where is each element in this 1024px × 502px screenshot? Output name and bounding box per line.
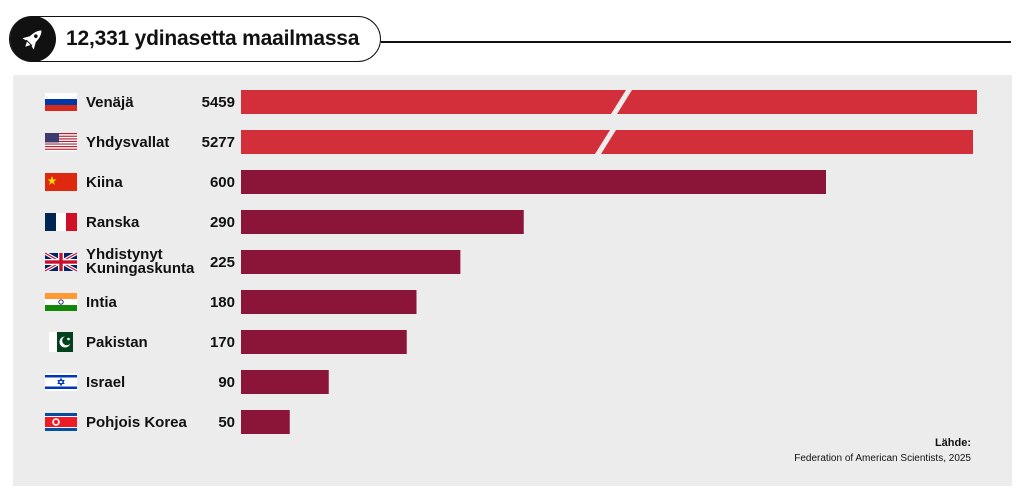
north-korea-flag-icon (45, 413, 77, 431)
value-label: 600 (210, 174, 235, 191)
category-label-line: Yhdistynyt (86, 246, 163, 263)
category-label: Pakistan (86, 334, 148, 351)
bar (241, 410, 290, 434)
india-flag-icon (45, 293, 77, 311)
category-label: Venäjä (86, 94, 134, 111)
rocket-icon (10, 16, 56, 62)
title-rule (381, 41, 1011, 43)
bar-row: Kiina 600 (45, 170, 826, 194)
category-label-line: Israel (86, 374, 125, 391)
value-label: 90 (218, 374, 235, 391)
header: 12,331 ydinasetta maailmassa (0, 0, 1024, 70)
title-pill (9, 16, 381, 62)
bar-row: Yhdysvallat 5277 (45, 130, 973, 154)
category-label-line: Yhdysvallat (86, 134, 169, 151)
source-label: Lähde: (934, 437, 971, 449)
bar-row: Venäjä 5459 (45, 90, 977, 114)
bar (241, 330, 407, 354)
category-label-line: Ranska (86, 214, 140, 231)
uk-flag-icon (44, 251, 78, 273)
bar-row: Yhdistynyt Kuningaskunta 225 (44, 246, 461, 277)
category-label: Pohjois Korea (86, 414, 188, 431)
france-flag-icon (45, 213, 77, 231)
category-label-line: Pohjois Korea (86, 414, 188, 431)
bar (241, 290, 417, 314)
bar-row: Pakistan 170 (49, 330, 407, 354)
axis-break-mark (611, 90, 632, 114)
bar-row: Israel 90 (45, 370, 329, 394)
bar-row: Pohjois Korea 50 (45, 410, 290, 434)
bar (241, 370, 329, 394)
bar-row: Intia 180 (45, 290, 417, 314)
source-text: Federation of American Scientists, 2025 (794, 453, 971, 464)
value-label: 180 (210, 294, 235, 311)
bar (241, 170, 826, 194)
category-label: Yhdysvallat (86, 134, 169, 151)
bar (241, 90, 977, 114)
category-label-line: Intia (86, 294, 117, 311)
category-label-line: Kuningaskunta (86, 260, 195, 277)
category-label: Israel (86, 374, 125, 391)
bar (241, 210, 524, 234)
value-label: 5277 (202, 134, 235, 151)
category-label: Kiina (86, 174, 123, 191)
category-label: Ranska (86, 214, 140, 231)
category-label-line: Pakistan (86, 334, 148, 351)
axis-break-mark (595, 130, 616, 154)
category-label-line: Venäjä (86, 94, 134, 111)
pakistan-flag-icon (49, 332, 73, 352)
bar (241, 250, 461, 274)
bar-row: Ranska 290 (45, 210, 524, 234)
value-label: 5459 (202, 94, 235, 111)
category-label: Yhdistynyt Kuningaskunta (86, 246, 195, 277)
value-label: 50 (218, 414, 235, 431)
usa-flag-icon (45, 133, 77, 152)
category-label: Intia (86, 294, 117, 311)
china-flag-icon (45, 173, 77, 191)
page-title: 12,331 ydinasetta maailmassa (66, 27, 360, 50)
israel-flag-icon (45, 373, 77, 391)
value-label: 225 (210, 254, 235, 271)
value-label: 170 (210, 334, 235, 351)
category-label-line: Kiina (86, 174, 123, 191)
russia-flag-icon (45, 93, 77, 111)
value-label: 290 (210, 214, 235, 231)
